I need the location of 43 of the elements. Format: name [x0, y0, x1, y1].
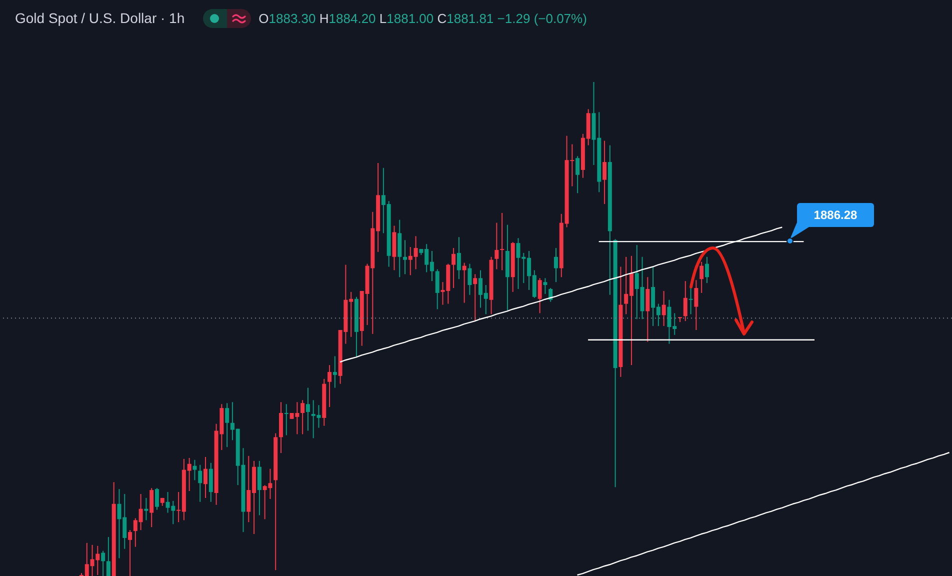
candlestick [435, 268, 440, 310]
candlestick [128, 530, 132, 576]
candlestick [403, 240, 408, 275]
candlestick [662, 290, 666, 327]
candlestick [332, 356, 337, 388]
candlestick [468, 263, 472, 296]
candlestick [101, 550, 106, 576]
candlestick [538, 278, 542, 314]
candlestick [543, 278, 548, 294]
candlestick [452, 247, 456, 288]
candlestick [284, 404, 288, 436]
candlestick [700, 261, 704, 294]
candlestick [192, 459, 197, 481]
candlestick [688, 288, 693, 315]
candlestick [694, 280, 698, 330]
candlestick [328, 364, 332, 408]
candlestick [548, 288, 553, 302]
candlestick [225, 402, 230, 448]
candlestick [704, 256, 709, 284]
candlestick [494, 222, 499, 270]
candlestick [576, 156, 580, 194]
candlestick [500, 212, 504, 271]
candlestick [554, 247, 558, 283]
candlestick [198, 464, 202, 502]
candlestick [204, 456, 208, 498]
text: O1883.30 H1884.20 L1881.00 C1881.81 −1.29 (−0.07%) [258, 10, 587, 26]
candlestick [300, 400, 305, 435]
candlestick [257, 460, 262, 516]
annotation: 1886.28 [814, 208, 858, 222]
candlestick [150, 488, 154, 528]
chart-title: Gold Spot / U.S. Dollar · 1h [15, 10, 185, 26]
candlestick [144, 497, 148, 521]
candlestick [462, 262, 466, 304]
candlestick [306, 387, 310, 432]
candlestick [154, 488, 159, 510]
candlestick [646, 276, 650, 342]
candlestick [456, 236, 461, 280]
candlestick [398, 219, 402, 278]
candlestick [106, 536, 110, 576]
candlestick [683, 280, 688, 322]
candlestick [602, 140, 607, 205]
candlestick [208, 462, 213, 502]
candlestick [473, 274, 478, 322]
